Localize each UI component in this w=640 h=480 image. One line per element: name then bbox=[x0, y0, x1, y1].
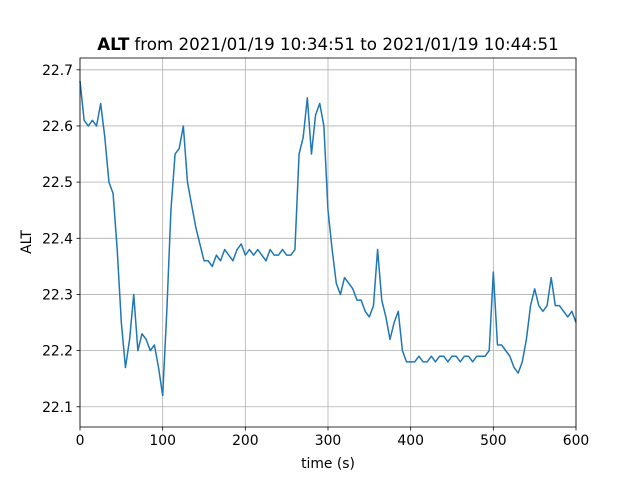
x-tick-label: 0 bbox=[76, 433, 85, 449]
x-tick-label: 600 bbox=[563, 433, 590, 449]
plot-area bbox=[79, 80, 577, 397]
data-line bbox=[79, 80, 577, 397]
y-tick-label: 22.4 bbox=[42, 231, 73, 247]
y-tick-label: 22.2 bbox=[42, 344, 73, 360]
y-tick-label: 22.5 bbox=[42, 175, 73, 191]
title-variable: ALT bbox=[97, 34, 130, 54]
x-tick-label: 500 bbox=[480, 433, 507, 449]
x-tick-label: 200 bbox=[232, 433, 259, 449]
y-tick-label: 22.6 bbox=[42, 119, 73, 135]
chart-title: ALT from 2021/01/19 10:34:51 to 2021/01/1… bbox=[97, 34, 559, 54]
y-tick-label: 22.3 bbox=[42, 287, 73, 303]
grid bbox=[79, 58, 577, 427]
x-tick-label: 300 bbox=[315, 433, 342, 449]
x-tick-label: 400 bbox=[397, 433, 424, 449]
x-tick-label: 100 bbox=[149, 433, 176, 449]
y-tick-label: 22.7 bbox=[42, 63, 73, 79]
y-tick-label: 22.1 bbox=[42, 400, 73, 416]
title-text: from 2021/01/19 10:34:51 to 2021/01/19 1… bbox=[134, 34, 558, 54]
y-axis-label: ALT bbox=[19, 230, 35, 254]
x-axis-label: time (s) bbox=[301, 456, 355, 472]
